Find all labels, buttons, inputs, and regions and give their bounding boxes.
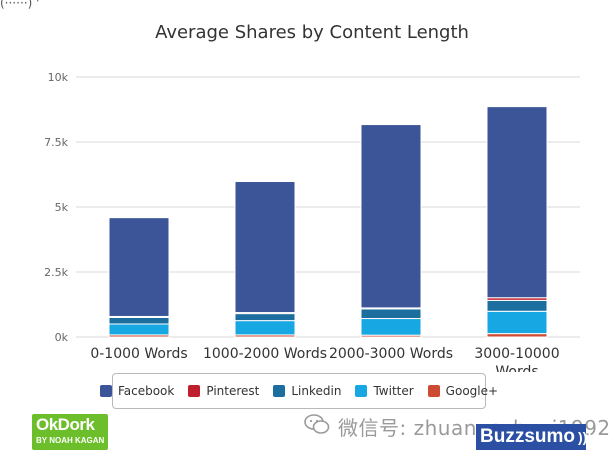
legend-swatch (355, 385, 368, 397)
okdork-logo-subtext: BY NOAH KAGAN (36, 436, 105, 445)
legend-swatch (188, 385, 201, 397)
bar-segment-facebook (234, 181, 296, 314)
buzzsumo-waves-icon: ))) (578, 429, 592, 445)
y-tick-label: 5k (55, 201, 69, 214)
y-tick-label: 2.5k (44, 266, 68, 279)
buzzsumo-logo: Buzzsumo ))) (476, 424, 592, 450)
x-category-label: 3000-10000 Words (474, 346, 559, 372)
bar-segment-linkedin (360, 308, 422, 320)
bar-segment-twitter (360, 318, 422, 336)
legend-label: Facebook (117, 384, 175, 398)
buzzsumo-logo-text: Buzzsumo (480, 426, 575, 447)
x-category-label: 2000-3000 Words (329, 346, 453, 362)
y-tick-label: 0k (55, 331, 69, 344)
okdork-logo-text: OkDork (36, 415, 95, 434)
bar-segment-twitter (234, 320, 296, 336)
stacked-bar-chart: Average Shares by Content Length 0k 2.5k 5… (44, 22, 580, 372)
legend-label: Pinterest (206, 384, 260, 398)
legend-label: Twitter (373, 384, 414, 398)
legend-item-pinterest[interactable]: Pinterest (188, 384, 259, 398)
bar-segment-twitter (486, 310, 548, 335)
legend-swatch (427, 385, 440, 397)
legend-label: Linkedin (291, 384, 342, 398)
x-category-label: 0-1000 Words (90, 346, 187, 362)
chart-title: Average Shares by Content Length (155, 22, 469, 43)
y-tick-label: 10k (48, 71, 69, 84)
y-tick-label: 7.5k (44, 136, 68, 149)
bar-segment-linkedin (234, 313, 296, 322)
wechat-icon (304, 414, 330, 434)
bar-segment-facebook (486, 106, 548, 299)
legend-item-google[interactable]: Google+ (427, 384, 499, 398)
y-axis-ticks: 0k 2.5k 5k 7.5k 10k (44, 71, 68, 344)
x-axis-labels: 0-1000 Words 1000-2000 Words 2000-3000 Wor… (90, 346, 559, 372)
bar-segment-twitter (108, 323, 170, 336)
bar-segment-facebook (108, 217, 170, 317)
legend-swatch (273, 385, 286, 397)
corner-text: (······) ' (0, 0, 40, 10)
bar-segment-linkedin (486, 299, 548, 312)
bar-segment-google (486, 333, 548, 338)
bar-segment-linkedin (108, 317, 170, 325)
bars (108, 106, 548, 338)
okdork-logo: OkDork BY NOAH KAGAN (32, 414, 108, 450)
x-category-label: 1000-2000 Words (203, 346, 327, 362)
bar-segment-facebook (360, 124, 422, 309)
legend-item-facebook[interactable]: Facebook (99, 384, 175, 398)
legend-item-twitter[interactable]: Twitter (355, 384, 414, 398)
legend-swatch (99, 385, 112, 397)
legend-label: Google+ (445, 384, 499, 398)
legend-item-linkedin[interactable]: Linkedin (273, 384, 341, 398)
legend: Facebook Pinterest Linkedin Twitter Google+ (99, 373, 498, 409)
